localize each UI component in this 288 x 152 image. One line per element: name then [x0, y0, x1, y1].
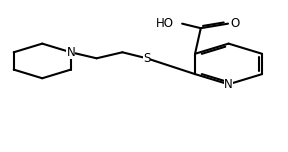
Text: N: N	[67, 46, 75, 59]
Text: O: O	[230, 17, 240, 30]
Text: HO: HO	[156, 17, 174, 30]
Text: N: N	[224, 78, 233, 91]
Text: S: S	[143, 52, 150, 65]
